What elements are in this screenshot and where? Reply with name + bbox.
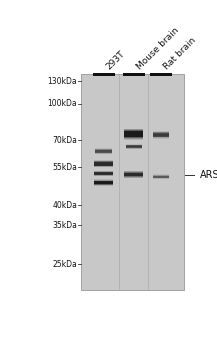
Bar [94,160,113,161]
Bar [94,175,113,176]
Bar [153,137,169,138]
Bar [94,182,113,183]
Bar [94,171,113,172]
Bar [125,145,142,146]
Text: Mouse brain: Mouse brain [135,26,180,71]
Bar [94,180,113,181]
Bar [153,132,169,133]
Bar [125,176,143,177]
Bar [81,74,184,290]
Bar [94,162,113,163]
Bar [153,175,169,176]
Bar [125,134,143,135]
Bar [153,136,169,137]
Bar [94,166,113,167]
Bar [125,137,143,138]
Bar [153,131,169,132]
Text: 55kDa: 55kDa [52,163,77,172]
Bar [125,175,143,176]
Bar [153,133,169,134]
Bar [94,165,113,166]
Bar [125,177,143,178]
Bar [95,148,112,149]
Text: 70kDa: 70kDa [52,136,77,145]
Bar [94,161,113,162]
Bar [125,128,143,130]
Text: 293T: 293T [105,49,127,71]
Bar [95,152,112,153]
Bar [94,181,113,182]
Bar [125,146,142,147]
Bar [94,174,113,175]
Bar [95,149,112,150]
Bar [125,139,143,140]
Bar [123,73,145,76]
Bar [125,148,142,149]
Bar [95,151,112,152]
Text: 25kDa: 25kDa [53,260,77,269]
Bar [94,163,113,164]
Bar [94,185,113,186]
Bar [125,132,143,133]
Bar [153,178,169,179]
Text: 35kDa: 35kDa [52,221,77,230]
Bar [95,153,112,154]
Bar [125,144,142,145]
Bar [153,134,169,135]
Bar [153,177,169,178]
Bar [125,174,143,175]
Bar [125,138,143,139]
Bar [150,73,172,76]
Bar [153,176,169,177]
Text: 40kDa: 40kDa [52,201,77,210]
Bar [94,183,113,184]
Bar [125,172,143,173]
Bar [153,174,169,175]
Text: ARSG: ARSG [200,170,217,180]
Bar [153,138,169,139]
Bar [93,73,115,76]
Bar [153,135,169,136]
Bar [95,150,112,151]
Bar [125,173,143,174]
Bar [125,136,143,137]
Bar [125,131,143,132]
Bar [94,172,113,173]
Bar [94,164,113,165]
Bar [94,173,113,174]
Bar [125,135,143,136]
Bar [94,184,113,185]
Text: 100kDa: 100kDa [48,99,77,108]
Bar [125,133,143,134]
Bar [125,147,142,148]
Text: 130kDa: 130kDa [48,77,77,86]
Bar [125,130,143,131]
Text: Rat brain: Rat brain [162,35,197,71]
